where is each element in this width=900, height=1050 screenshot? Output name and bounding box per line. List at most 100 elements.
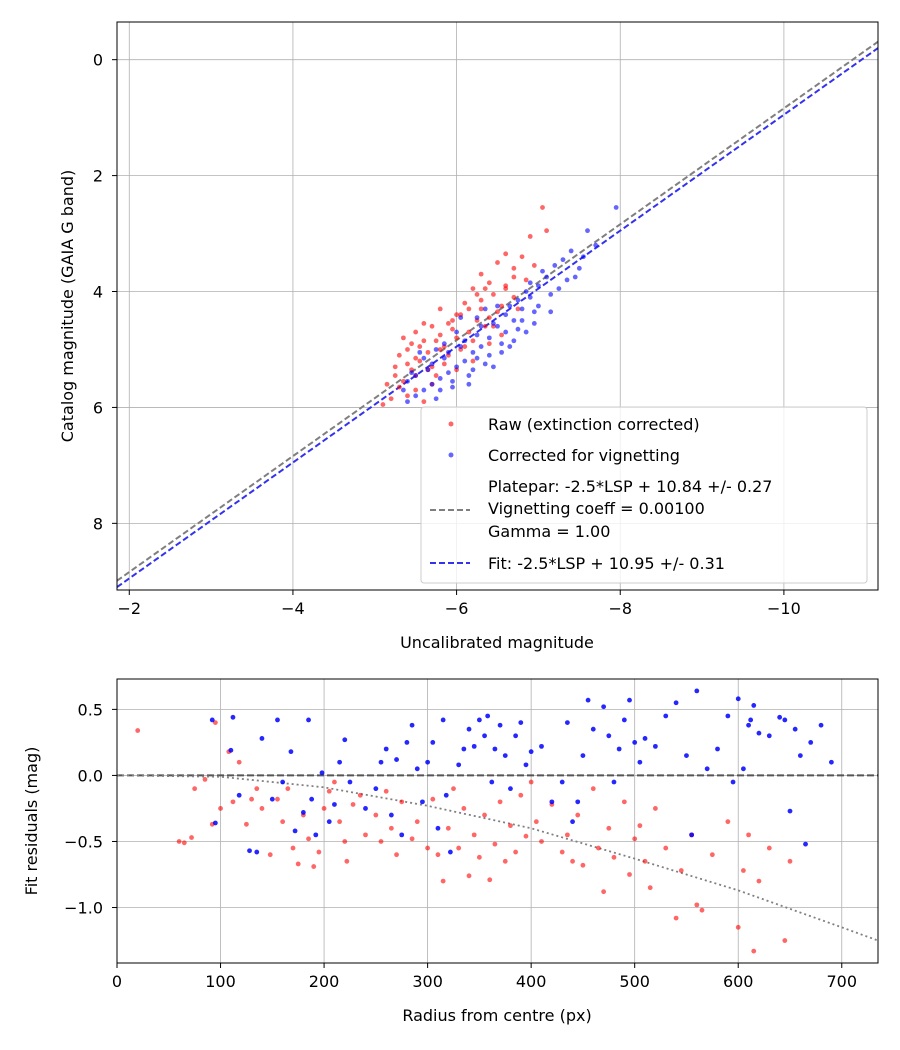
bottom-corrected-point [746,722,751,728]
bottom-y-tick-label: 0.0 [78,766,103,785]
bottom-raw-point [709,852,715,858]
top-y-tick-label: 8 [93,514,103,533]
bottom-raw-point [218,806,223,811]
bottom-corrected-point [777,714,783,720]
bottom-reference-lines [117,774,878,942]
bottom-corrected-point [326,819,332,825]
top-corrected-point [523,289,529,294]
bottom-corrected-point [447,849,453,855]
top-corrected-point [413,393,419,399]
top-y-ticks: 0 2 4 6 8 [93,51,117,533]
bottom-raw-point [766,845,772,851]
bottom-raw-point [787,858,793,864]
bottom-corrected-point [575,799,581,805]
top-raw-point [470,358,476,364]
top-raw-point [454,312,459,318]
legend-corrected-marker [448,452,454,458]
bottom-x-tick-label: 100 [205,972,236,991]
top-platepar-line [117,40,878,582]
bottom-corrected-point [347,779,353,785]
top-raw-point [413,329,419,335]
bottom-raw-point [181,840,187,846]
bottom-corrected-point [288,749,294,755]
bottom-raw-point [254,786,260,792]
bottom-raw-point [471,832,477,838]
legend-fit-label: Fit: -2.5*LSP + 10.95 +/- 0.31 [488,554,725,573]
legend-platepar-label-line1: Platepar: -2.5*LSP + 10.84 +/- 0.27 [488,477,772,496]
bottom-grid [116,679,878,963]
top-corrected-point [470,349,476,355]
bottom-raw-point [332,779,337,785]
bottom-corrected-point [559,779,565,785]
bottom-raw-point [539,839,544,844]
bottom-corrected-point [523,762,529,768]
top-raw-point [470,286,476,292]
top-corrected-point [437,387,443,393]
legend-raw-label: Raw (extinction corrected) [488,415,700,434]
top-corrected-point [552,263,558,268]
top-corrected-point [491,364,496,370]
top-raw-point [511,265,517,271]
top-raw-point [462,344,468,349]
bottom-corrected-point [642,736,648,741]
bottom-corrected-point [306,717,311,723]
bottom-raw-point [751,948,757,954]
bottom-corrected-point [388,812,394,818]
bottom-corrected-point [300,810,306,815]
top-corrected-point [486,352,492,358]
bottom-raw-point [678,868,684,873]
bottom-raw-point [611,854,617,860]
bottom-corrected-point [209,717,215,723]
bottom-raw-point [621,799,627,805]
bottom-raw-point [363,832,368,838]
bottom-raw-point [590,786,596,792]
top-raw-point [499,332,504,338]
bottom-corrected-point [497,722,503,728]
bottom-corrected-point [735,696,741,702]
bottom-corrected-point [492,746,498,752]
bottom-corrected-point [275,717,280,723]
bottom-corrected-point [684,753,689,759]
bottom-raw-point [461,806,467,811]
bottom-raw-point [492,841,498,847]
top-raw-point [478,271,484,277]
top-corrected-point [564,277,570,283]
bottom-corrected-point [748,717,754,723]
bottom-raw-point [746,832,751,838]
bottom-corrected-point [269,796,275,802]
bottom-raw-point [575,812,581,818]
bottom-raw-point [782,938,788,943]
bottom-corrected-point [489,779,495,785]
bottom-raw-point [202,776,208,782]
bottom-corrected-point [518,720,524,725]
bottom-raw-point [267,852,273,858]
top-corrected-point [519,306,525,312]
top-raw-point [503,286,509,292]
top-corrected-point [474,355,480,361]
bottom-raw-point [523,833,529,839]
top-corrected-point [491,320,496,326]
bottom-corrected-point [663,713,669,719]
bottom-raw-point [580,862,586,868]
bottom-corrected-point [570,819,575,825]
top-corrected-point [495,323,500,329]
top-raw-point [413,387,419,393]
legend-raw-marker [448,421,454,427]
bottom-y-axis-label: Fit residuals (mag) [22,747,41,896]
top-raw-point [384,381,390,387]
top-scatter-plot: −2 −4 −6 −8 −10 0 2 4 6 8 Uncalibrated magnitude… [58,21,879,652]
top-corrected-point [519,318,525,323]
bottom-corrected-point [259,736,265,741]
top-y-tick-label: 4 [93,283,103,302]
top-raw-point [499,303,504,309]
bottom-corrected-point [606,733,612,739]
top-raw-point [392,373,398,378]
bottom-raw-point [466,873,472,879]
bottom-x-tick-label: 700 [826,972,857,991]
top-corrected-point [536,283,541,289]
bottom-corrected-point [611,779,617,785]
bottom-raw-point [337,819,343,825]
bottom-raw-point [652,806,658,811]
bottom-corrected-point [508,786,513,792]
